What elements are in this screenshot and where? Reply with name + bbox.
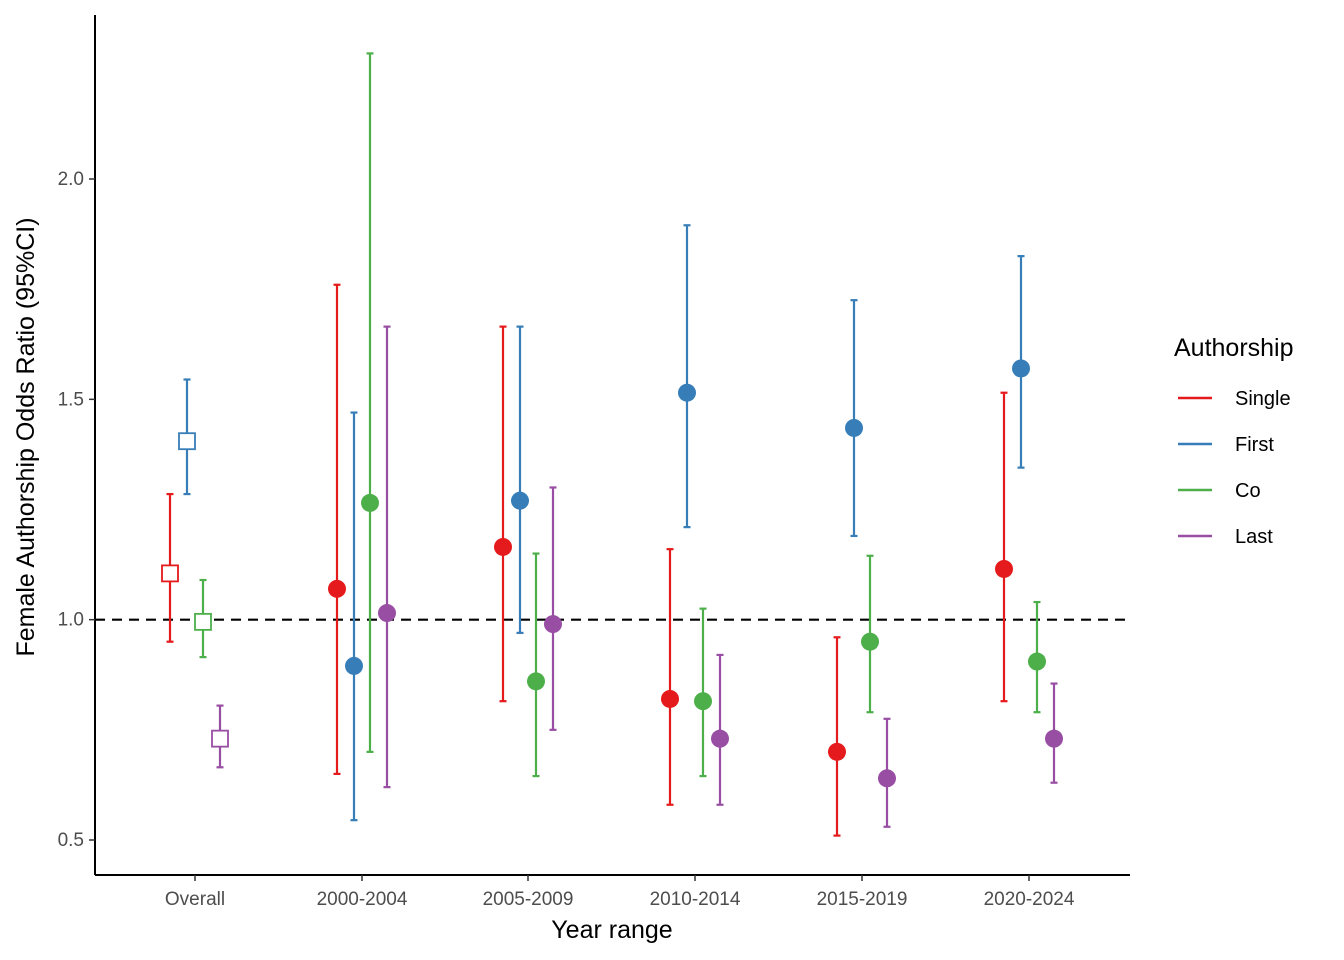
data-point <box>678 383 696 402</box>
overall-point <box>161 564 179 583</box>
legend-label: First <box>1235 434 1274 456</box>
x-axis-ticks: Overall 2000-2004 2005-2009 2010-2014 2015-2… <box>165 875 1075 910</box>
data-point <box>494 537 512 556</box>
overall-point <box>194 612 212 631</box>
data-point <box>527 672 545 691</box>
data-point <box>694 692 712 711</box>
y-tick-label: 2.0 <box>58 169 84 190</box>
legend: Authorship Single First Co Last <box>1174 334 1294 548</box>
data-point <box>1028 652 1046 671</box>
data-point <box>995 559 1013 578</box>
data-point <box>511 491 529 510</box>
legend-label: Co <box>1235 480 1261 502</box>
legend-title: Authorship <box>1174 334 1294 362</box>
series-co <box>194 52 1046 778</box>
overall-point <box>178 432 196 451</box>
x-tick-label: 2005-2009 <box>483 889 574 910</box>
x-tick-label: 2015-2019 <box>817 889 908 910</box>
legend-label: Single <box>1235 388 1291 410</box>
series-single <box>161 283 1013 837</box>
data-point <box>1012 359 1030 378</box>
x-tick-label: 2010-2014 <box>650 889 741 910</box>
data-point <box>878 769 896 788</box>
legend-label: Last <box>1235 526 1273 548</box>
y-axis-title: Female Authorship Odds Ratio (95%CI) <box>12 217 40 656</box>
data-point <box>378 604 396 623</box>
x-axis-title: Year range <box>551 916 672 944</box>
data-point <box>828 742 846 761</box>
y-tick-label: 1.0 <box>58 610 84 631</box>
chart-marks <box>95 52 1130 837</box>
data-point <box>361 493 379 512</box>
x-tick-label: 2020-2024 <box>984 889 1075 910</box>
data-point <box>1045 729 1063 748</box>
y-tick-label: 1.5 <box>58 389 84 410</box>
x-tick-label: Overall <box>165 889 225 910</box>
series-first <box>178 224 1030 822</box>
y-axis-ticks: 0.5 1.0 1.5 2.0 <box>58 169 95 851</box>
x-tick-label: 2000-2004 <box>317 889 408 910</box>
data-point <box>661 689 679 708</box>
overall-point <box>211 729 229 748</box>
data-point <box>544 615 562 634</box>
series-last <box>211 325 1063 828</box>
y-tick-label: 0.5 <box>58 830 84 851</box>
data-point <box>345 656 363 675</box>
data-point <box>845 418 863 437</box>
data-point <box>711 729 729 748</box>
data-point <box>328 579 346 598</box>
data-point <box>861 632 879 651</box>
